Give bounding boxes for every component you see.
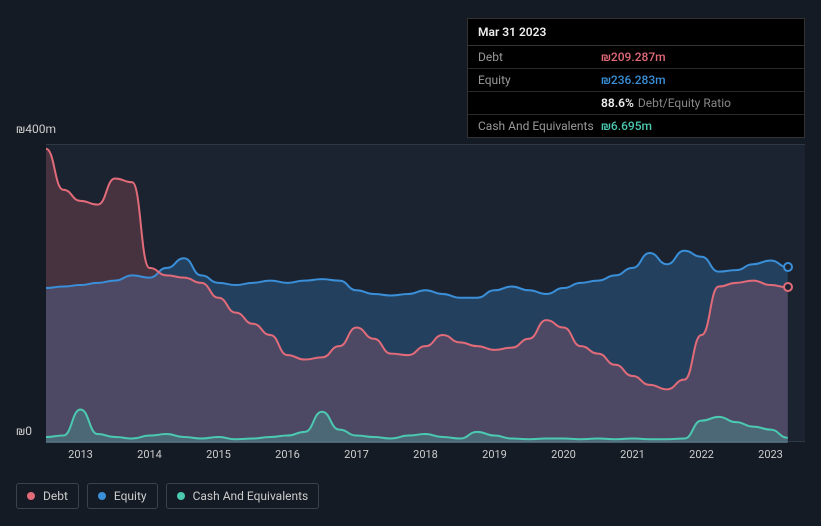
tooltip-row: Equity₪236.283m: [468, 69, 804, 92]
legend-dot: [27, 492, 35, 500]
x-tick: 2013: [68, 448, 93, 461]
x-tick: 2015: [206, 448, 231, 461]
x-tick: 2023: [758, 448, 783, 461]
tooltip-value: ₪6.695m: [601, 119, 652, 133]
tooltip-value: ₪236.283m: [601, 73, 666, 87]
x-tick: 2021: [620, 448, 645, 461]
x-tick: 2017: [344, 448, 369, 461]
chart-svg: [46, 145, 805, 443]
plot-area[interactable]: [46, 144, 805, 442]
hover-tooltip: Mar 31 2023 Debt₪209.287mEquity₪236.283m…: [467, 18, 805, 138]
legend-item-cash-and-equivalents[interactable]: Cash And Equivalents: [166, 483, 320, 509]
y-axis-min: ₪0: [16, 424, 32, 438]
x-tick: 2016: [275, 448, 300, 461]
tooltip-ratio: 88.6%Debt/Equity Ratio: [601, 96, 731, 110]
tooltip-row: Cash And Equivalents₪6.695m: [468, 115, 804, 137]
x-tick: 2022: [689, 448, 714, 461]
tooltip-label: Debt: [478, 50, 601, 64]
x-tick: 2020: [551, 448, 576, 461]
end-marker-debt: [783, 282, 793, 292]
tooltip-label: Cash And Equivalents: [478, 119, 601, 133]
x-tick: 2014: [137, 448, 162, 461]
legend-label: Cash And Equivalents: [193, 489, 309, 503]
x-tick: 2019: [482, 448, 507, 461]
legend-item-debt[interactable]: Debt: [16, 483, 79, 509]
y-axis-max: ₪400m: [16, 122, 56, 136]
x-tick: 2018: [413, 448, 438, 461]
legend-item-equity[interactable]: Equity: [87, 483, 158, 509]
legend-label: Equity: [114, 489, 147, 503]
tooltip-label: Equity: [478, 73, 601, 87]
end-marker-equity: [783, 262, 793, 272]
tooltip-date: Mar 31 2023: [468, 19, 804, 46]
tooltip-value: ₪209.287m: [601, 50, 666, 64]
legend: Debt Equity Cash And Equivalents: [16, 483, 319, 509]
tooltip-label: [478, 96, 601, 110]
tooltip-row: Debt₪209.287m: [468, 46, 804, 69]
legend-dot: [177, 492, 185, 500]
legend-label: Debt: [43, 489, 68, 503]
legend-dot: [98, 492, 106, 500]
tooltip-row: 88.6%Debt/Equity Ratio: [468, 92, 804, 115]
